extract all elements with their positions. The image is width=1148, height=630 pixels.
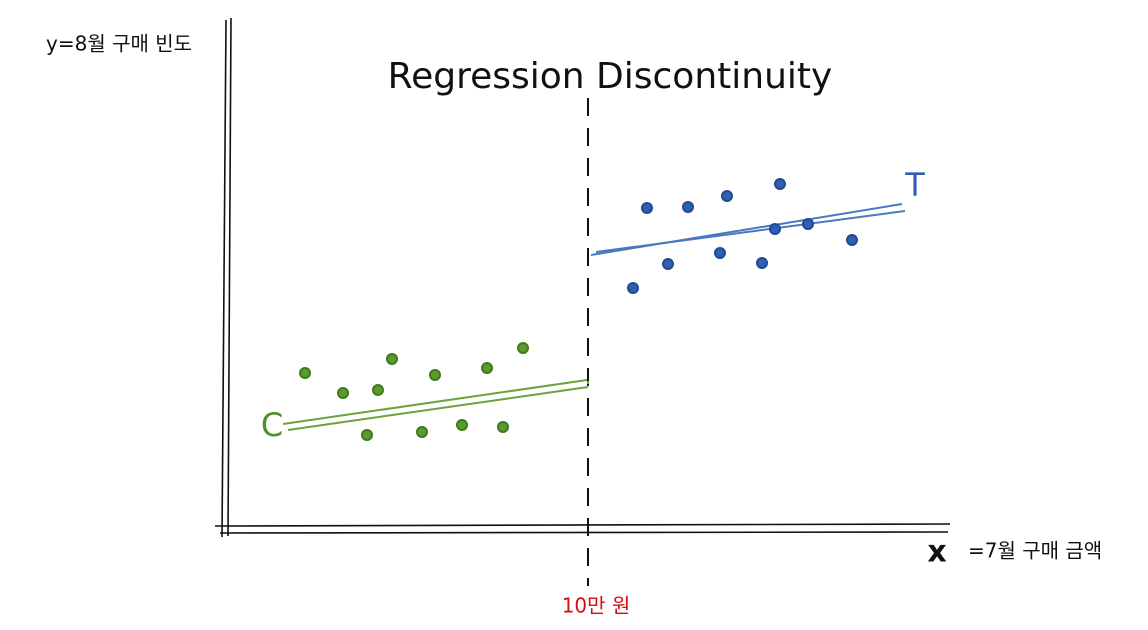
point	[714, 247, 726, 259]
point	[456, 419, 468, 431]
point	[802, 218, 814, 230]
point	[721, 190, 733, 202]
x-symbol: x	[927, 535, 946, 570]
point	[429, 369, 441, 381]
point	[517, 342, 529, 354]
point	[662, 258, 674, 270]
point	[386, 353, 398, 365]
point	[299, 367, 311, 379]
point	[756, 257, 768, 269]
treatment-fit	[590, 203, 906, 256]
title: Regression Discontinuity	[388, 56, 833, 97]
control-fit	[282, 379, 589, 431]
group-label: C	[261, 406, 283, 444]
point	[627, 282, 639, 294]
y-axis	[227, 17, 232, 537]
cutoff-label: 10만 원	[562, 594, 631, 618]
axes	[214, 17, 951, 538]
point	[769, 223, 781, 235]
point	[372, 384, 384, 396]
point	[497, 421, 509, 433]
point	[846, 234, 858, 246]
point	[481, 362, 493, 374]
point	[416, 426, 428, 438]
fit-line	[282, 379, 588, 425]
y-axis-label: y=8월 구매 빈도	[46, 32, 192, 56]
point	[361, 429, 373, 441]
group-label: T	[904, 166, 925, 204]
y-axis	[221, 19, 227, 538]
fit-line	[287, 386, 589, 431]
x-axis-label: =7월 구매 금액	[968, 539, 1102, 563]
fit-line	[595, 210, 906, 253]
control-points	[299, 342, 529, 441]
point	[682, 201, 694, 213]
point	[774, 178, 786, 190]
x-axis	[219, 531, 949, 534]
point	[337, 387, 349, 399]
treatment-points	[627, 178, 858, 294]
point	[641, 202, 653, 214]
x-axis	[214, 523, 951, 527]
